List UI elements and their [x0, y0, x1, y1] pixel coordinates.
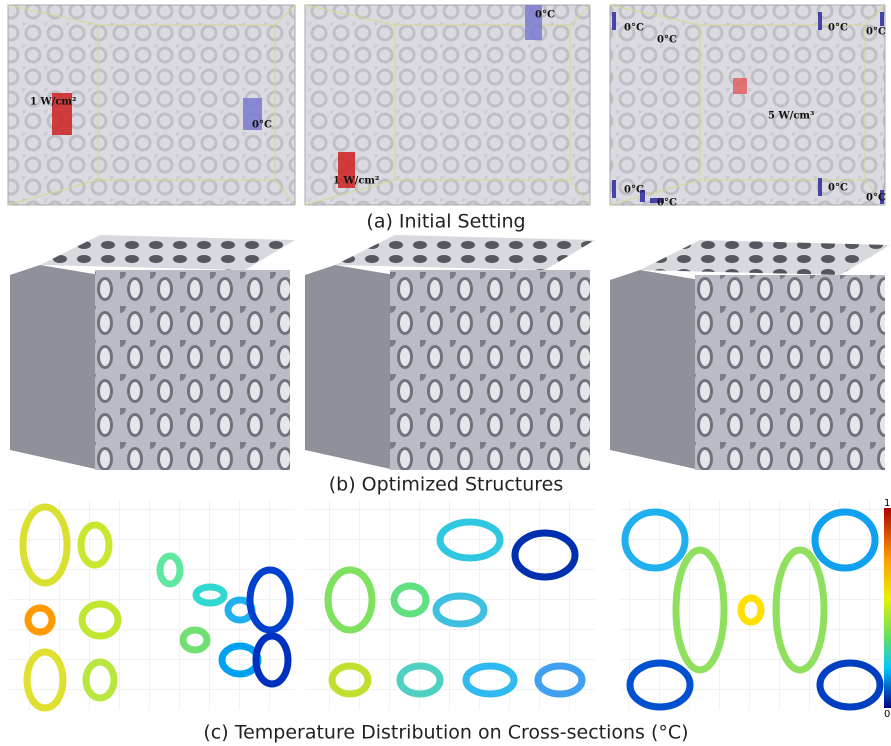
structure-front: [390, 270, 590, 470]
structure-top: [640, 240, 890, 275]
structure-side: [10, 265, 100, 470]
boundary-patch: [818, 12, 822, 30]
boundary-label: 5 W/cm³: [768, 111, 814, 122]
structure-top: [335, 235, 595, 270]
boundary-label: 0°C: [866, 193, 886, 204]
colorbar-min: 0: [884, 709, 890, 720]
figure: 1 W/cm² 0°C 0°C 1 W/cm² 0°C 0°C 0°C 0°C 0°C 0°C 0°…: [0, 0, 891, 746]
boundary-label: 1 W/cm²: [30, 97, 76, 108]
boundary-label: 0°C: [828, 183, 848, 194]
boundary-label: 1 W/cm²: [333, 176, 379, 187]
boundary-patch: [880, 12, 884, 26]
boundary-patch: [818, 178, 822, 196]
boundary-patch: [612, 12, 616, 30]
boundary-patch: [733, 78, 747, 94]
boundary-label: 0°C: [624, 185, 644, 196]
colorbar: [884, 508, 891, 708]
boundary-patch: [612, 180, 616, 198]
structure-front: [95, 270, 290, 470]
panels: 1 W/cm² 0°C 0°C 1 W/cm² 0°C 0°C 0°C 0°C 0°C 0°C 0°…: [8, 5, 891, 744]
structure-top: [40, 235, 295, 270]
boundary-label: 0°C: [535, 10, 555, 21]
structure-side: [305, 265, 395, 470]
colorbar-max: 1: [884, 498, 890, 509]
section-bg: [620, 500, 882, 710]
structure-side: [610, 270, 700, 470]
caption: (a) Initial Setting: [366, 211, 525, 233]
boundary-label: 0°C: [624, 23, 644, 34]
caption: (c) Temperature Distribution on Cross-se…: [203, 722, 688, 744]
boundary-label: 0°C: [828, 23, 848, 34]
boundary-label: 0°C: [657, 35, 677, 46]
structure-front: [695, 275, 885, 470]
cube-face: [610, 5, 885, 205]
boundary-label: 0°C: [657, 198, 677, 209]
boundary-label: 0°C: [252, 120, 272, 131]
boundary-label: 0°C: [866, 27, 886, 38]
caption: (b) Optimized Structures: [329, 474, 564, 496]
